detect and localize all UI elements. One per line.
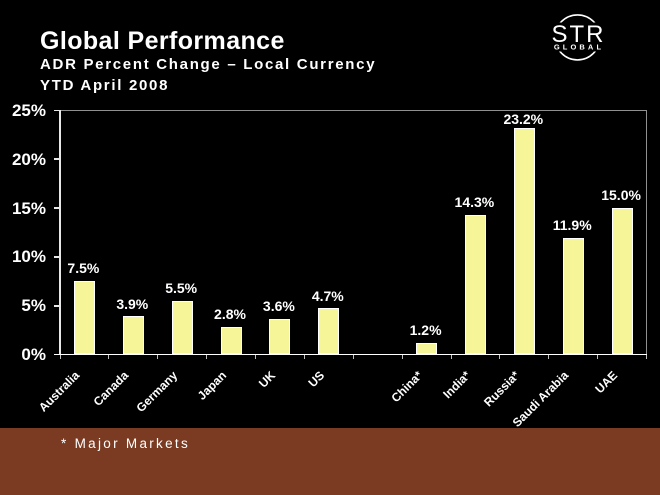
svg-text:STR: STR [552, 21, 606, 48]
svg-text:GLOBAL: GLOBAL [554, 43, 604, 52]
